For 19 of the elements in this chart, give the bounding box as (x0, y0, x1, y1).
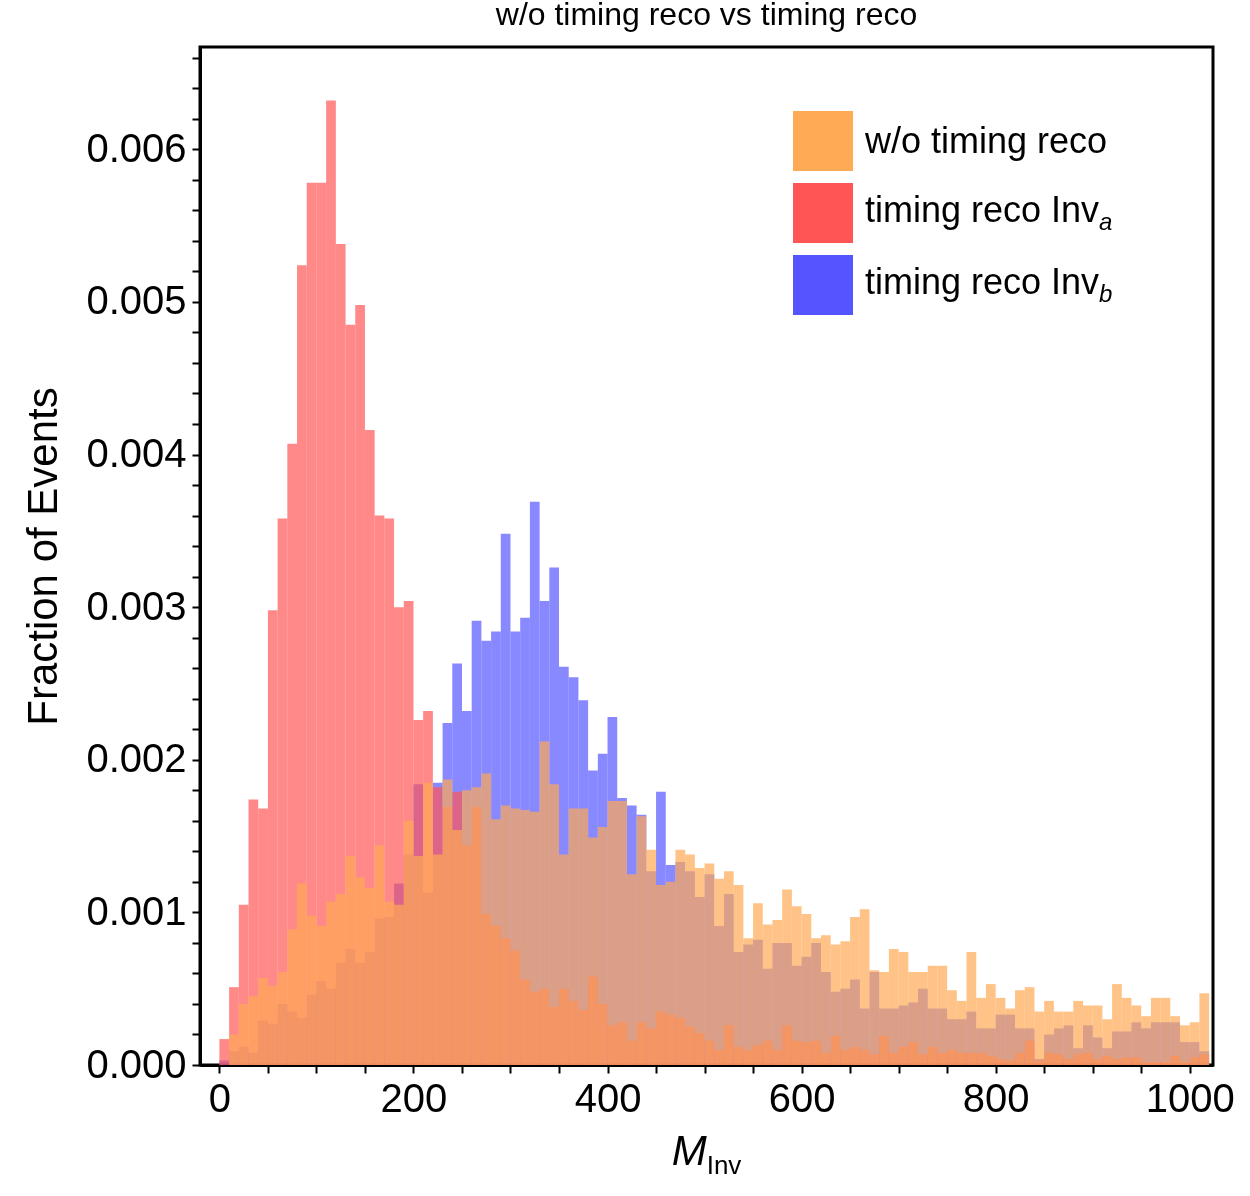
legend-label: timing reco Inv$_{b}$ (865, 261, 1113, 309)
x-axis-title: M$_{Inv}$ (670, 1127, 743, 1182)
y-tick-label: 0.001 (86, 888, 187, 933)
y-tick-label: 0.002 (86, 736, 187, 781)
x-tick-label: 0 (208, 1075, 232, 1120)
legend-label: w/o timing reco (865, 120, 1108, 162)
x-tick-label: 600 (768, 1075, 836, 1120)
x-tick-label: 800 (962, 1075, 1030, 1120)
x-tick-label: 200 (380, 1075, 448, 1120)
legend-label: timing reco Inv$_{a}$ (865, 189, 1113, 237)
y-axis-title: Fraction of Events (19, 387, 67, 726)
x-tick-label: 1000 (1145, 1075, 1235, 1120)
y-tick-label: 0.006 (86, 125, 187, 170)
y-tick-label: 0.004 (86, 431, 187, 476)
y-tick-label: 0.005 (86, 278, 187, 323)
y-tick-label: 0.000 (86, 1041, 187, 1086)
x-tick-label: 400 (574, 1075, 642, 1120)
y-tick-label: 0.003 (86, 583, 187, 628)
chart-title: w/o timing reco vs timing reco (494, 0, 918, 32)
